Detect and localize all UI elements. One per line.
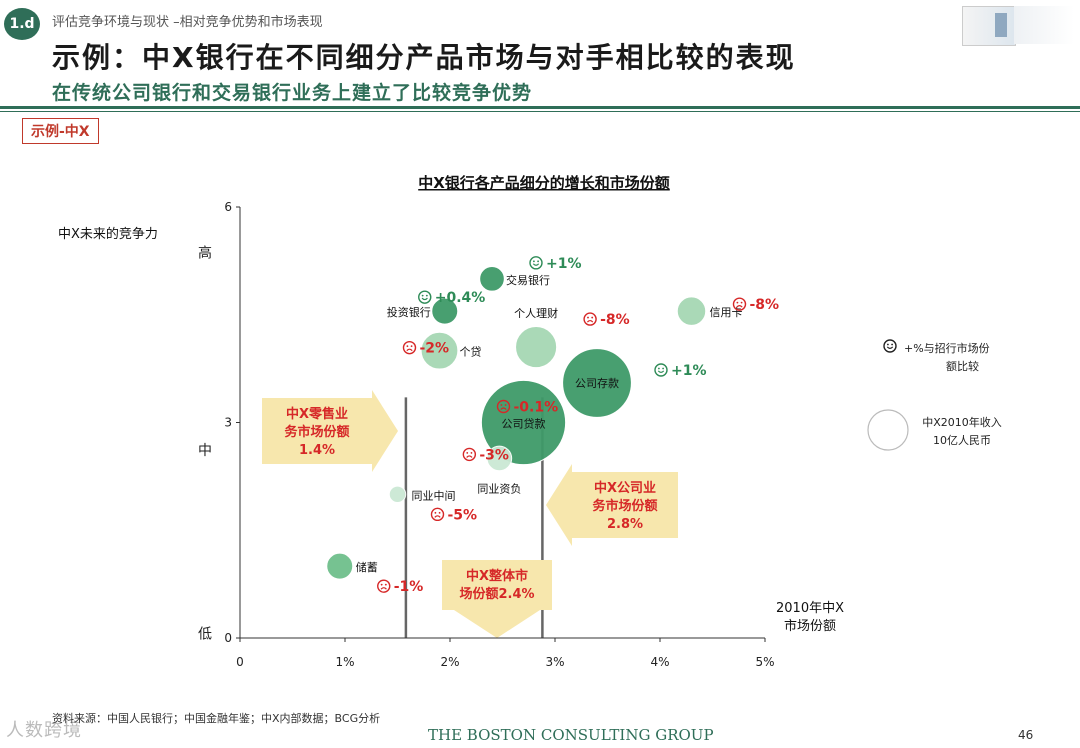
bubble-circle: [326, 552, 354, 580]
x-tick-label: 4%: [650, 655, 669, 669]
smile-icon: [654, 363, 668, 377]
section-badge: 1.d: [4, 8, 40, 40]
change-value: -0.1%: [514, 400, 559, 416]
callout-text-line: 1.4%: [299, 443, 335, 458]
x-tick-label: 3%: [545, 655, 564, 669]
y-axis-label: 中X未来的竞争力: [58, 226, 158, 242]
frown-icon: [402, 340, 417, 355]
frown-icon: [430, 507, 445, 522]
frown-icon: [496, 399, 511, 414]
legend-bubble-label: 10亿人民币: [933, 434, 991, 447]
breadcrumb: 评估竞争环境与现状 –相对竞争优势和市场表现: [52, 15, 323, 30]
x-tick-label: 2%: [440, 655, 459, 669]
frown-icon: [732, 297, 747, 311]
bubble-point: 同业资负 -3%: [462, 445, 521, 495]
bubble-label: 同业资负: [477, 481, 521, 495]
callout-text-line: 中X整体市: [466, 568, 528, 584]
bubble-circle: [479, 266, 505, 292]
bubble-label: 公司存款: [575, 376, 619, 390]
callout-text-line: 务市场份额: [284, 424, 349, 440]
frown-icon: [583, 312, 597, 326]
callout-arrow-shape: [262, 390, 398, 472]
change-value: -8%: [750, 297, 780, 313]
bubble-label: 个贷: [460, 345, 482, 359]
change-value: -5%: [448, 507, 478, 523]
watermark: 人数跨境: [6, 720, 82, 741]
callout-text-line: 场份额2.4%: [459, 586, 534, 602]
callout-text-line: 2.8%: [607, 517, 643, 532]
legend-change-label: +%与招行市场份: [904, 341, 990, 355]
frown-icon: [462, 447, 477, 462]
x-axis-label: 2010年中X: [776, 601, 844, 616]
change-value: -3%: [479, 447, 509, 463]
bubble-circle: [562, 348, 632, 418]
legend-bubble-label: 中X2010年收入: [922, 415, 1002, 429]
header-divider-thin: [0, 111, 1080, 112]
y-level-label: 低: [198, 626, 212, 642]
page-subtitle: 在传统公司银行和交易银行业务上建立了比较竞争优势: [52, 82, 533, 104]
bubble-point: 储蓄 -1%: [326, 552, 424, 595]
source-note: 资料来源：中国人民银行；中国金融年鉴；中X内部数据；BCG分析: [52, 712, 381, 725]
legend-smile-icon: [883, 339, 897, 353]
bubble-circle: [388, 485, 407, 504]
callout-text-line: 务市场份额: [592, 498, 657, 514]
callout-text-line: 中X公司业: [594, 480, 656, 496]
chart-title: 中X银行各产品细分的增长和市场份额: [418, 174, 670, 192]
page-number: 46: [1018, 728, 1034, 742]
frown-icon: [377, 579, 391, 593]
bubble-circle: [676, 296, 707, 326]
change-value: -2%: [420, 341, 450, 357]
bubble-point: 同业中间 -5%: [388, 485, 478, 523]
bubble-circle: [486, 445, 513, 472]
bubble-label: 储蓄: [356, 560, 378, 574]
change-value: +0.4%: [435, 290, 486, 306]
bubble-label: 同业中间: [412, 489, 456, 502]
bubble-point: 公司存款 +1%: [562, 348, 707, 418]
bubble-point: 投资银行 +0.4%: [387, 290, 486, 325]
change-value: +1%: [671, 363, 707, 379]
x-tick-label: 0: [236, 655, 244, 669]
bubble-label: 信用卡: [710, 306, 743, 319]
bubble-circle: [420, 331, 459, 370]
brand-footer: THE BOSTON CONSULTING GROUP: [428, 726, 714, 744]
x-axis-label: 市场份额: [784, 618, 836, 634]
callout-arrow-shape: [546, 464, 678, 546]
bubble-point: 公司贷款-0.1%: [480, 379, 567, 466]
bubble-circle: [480, 379, 567, 466]
bubble-point: 个人理财 -8%: [514, 306, 630, 369]
bubble-circle: [431, 297, 459, 325]
example-tag: 示例-中X: [22, 118, 99, 144]
bubble-label: 个人理财: [514, 306, 558, 320]
change-value: +1%: [546, 256, 582, 272]
y-tick-label: 3: [224, 416, 232, 430]
x-tick-label: 5%: [755, 655, 774, 669]
bubble-point: 信用卡 -8%: [676, 296, 780, 326]
page-title: 示例：中X银行在不同细分产品市场与对手相比较的表现: [52, 41, 796, 74]
bubble-point: 个贷 -2%: [402, 331, 482, 370]
thumbnail-fade: [1014, 6, 1074, 44]
callout-text-line: 中X零售业: [286, 406, 348, 422]
bubble-label: 交易银行: [506, 273, 550, 287]
smile-icon: [529, 256, 543, 270]
bubble-point: 交易银行+1%: [479, 256, 582, 292]
callout-arrow-shape: [442, 560, 552, 638]
y-level-label: 高: [198, 245, 212, 262]
y-level-label: 中: [198, 443, 212, 459]
x-tick-label: 1%: [335, 655, 354, 669]
bubble-label: 公司贷款: [502, 417, 546, 431]
y-tick-label: 6: [224, 200, 232, 214]
change-value: -8%: [600, 312, 630, 328]
y-tick-label: 0: [224, 631, 232, 645]
change-value: -1%: [394, 579, 424, 595]
bubble-label: 投资银行: [387, 305, 431, 319]
bubble-circle: [515, 326, 558, 369]
legend-bubble: [867, 409, 909, 451]
legend-change-label: 额比较: [946, 359, 979, 373]
header-divider: [0, 106, 1080, 109]
smile-icon: [418, 290, 432, 304]
